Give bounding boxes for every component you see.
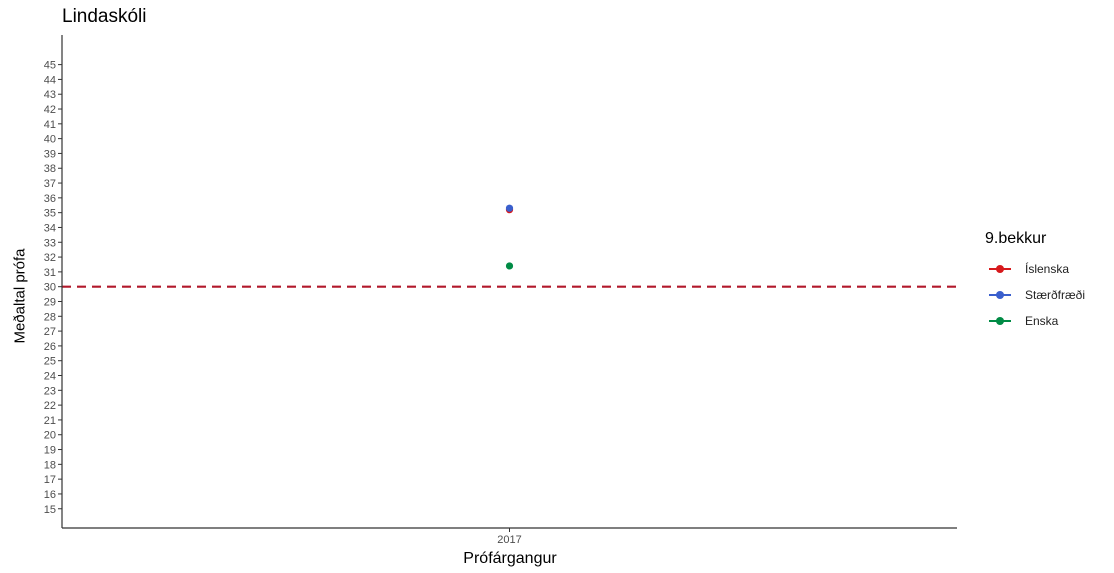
y-tick-label: 24 [44, 371, 56, 383]
y-tick-label: 25 [44, 356, 56, 368]
legend: 9.bekkur Íslenska Stærðfræði Enska [985, 230, 1085, 334]
legend-label: Íslenska [1025, 262, 1070, 276]
y-tick-label: 45 [44, 60, 56, 72]
legend-key-icon [985, 262, 1015, 276]
y-tick-label: 28 [44, 311, 56, 323]
y-tick-label: 32 [44, 252, 56, 264]
legend-item: Enska [985, 308, 1085, 334]
y-tick-label: 43 [44, 89, 56, 101]
legend-key-icon [985, 288, 1015, 302]
data-point [505, 262, 514, 270]
legend-label: Stærðfræði [1025, 288, 1086, 302]
y-tick-label: 31 [44, 267, 56, 279]
y-tick-label: 42 [44, 104, 56, 116]
legend-items: Íslenska Stærðfræði Enska [985, 256, 1085, 334]
x-axis-ticks: 2017 [497, 528, 522, 546]
legend-label: Enska [1025, 314, 1059, 328]
y-tick-label: 34 [44, 222, 56, 234]
y-tick-label: 44 [44, 74, 56, 86]
y-tick-label: 40 [44, 134, 56, 146]
data-points [505, 204, 514, 270]
legend-key-icon [985, 314, 1015, 328]
data-point [505, 204, 514, 212]
y-tick-label: 38 [44, 163, 56, 175]
y-tick-label: 26 [44, 341, 56, 353]
y-tick-label: 37 [44, 178, 56, 190]
y-tick-label: 35 [44, 208, 56, 220]
y-tick-label: 36 [44, 193, 56, 205]
y-tick-label: 18 [44, 459, 56, 471]
x-axis-label: Prófárgangur [463, 550, 557, 567]
y-tick-label: 21 [44, 415, 56, 427]
y-tick-label: 20 [44, 430, 56, 442]
y-tick-label: 22 [44, 400, 56, 412]
y-tick-label: 41 [44, 119, 56, 131]
x-tick-label: 2017 [497, 534, 521, 546]
y-axis-label: Meðaltal prófa [11, 248, 29, 344]
y-tick-label: 19 [44, 445, 56, 457]
chart-title: Lindaskóli [62, 6, 147, 27]
y-tick-label: 29 [44, 296, 56, 308]
y-tick-label: 39 [44, 148, 56, 160]
y-tick-label: 30 [44, 282, 56, 294]
legend-item: Íslenska [985, 256, 1085, 282]
y-tick-label: 15 [44, 504, 56, 516]
legend-title: 9.bekkur [985, 230, 1047, 247]
y-tick-label: 17 [44, 474, 56, 486]
y-axis-ticks: 15 16 17 18 19 20 21 22 23 24 25 26 27 28 29 30 31 32 33 34… [44, 60, 62, 516]
y-tick-label: 27 [44, 326, 56, 338]
y-tick-label: 23 [44, 385, 56, 397]
y-tick-label: 16 [44, 489, 56, 501]
legend-item: Stærðfræði [985, 282, 1085, 308]
y-tick-label: 33 [44, 237, 56, 249]
